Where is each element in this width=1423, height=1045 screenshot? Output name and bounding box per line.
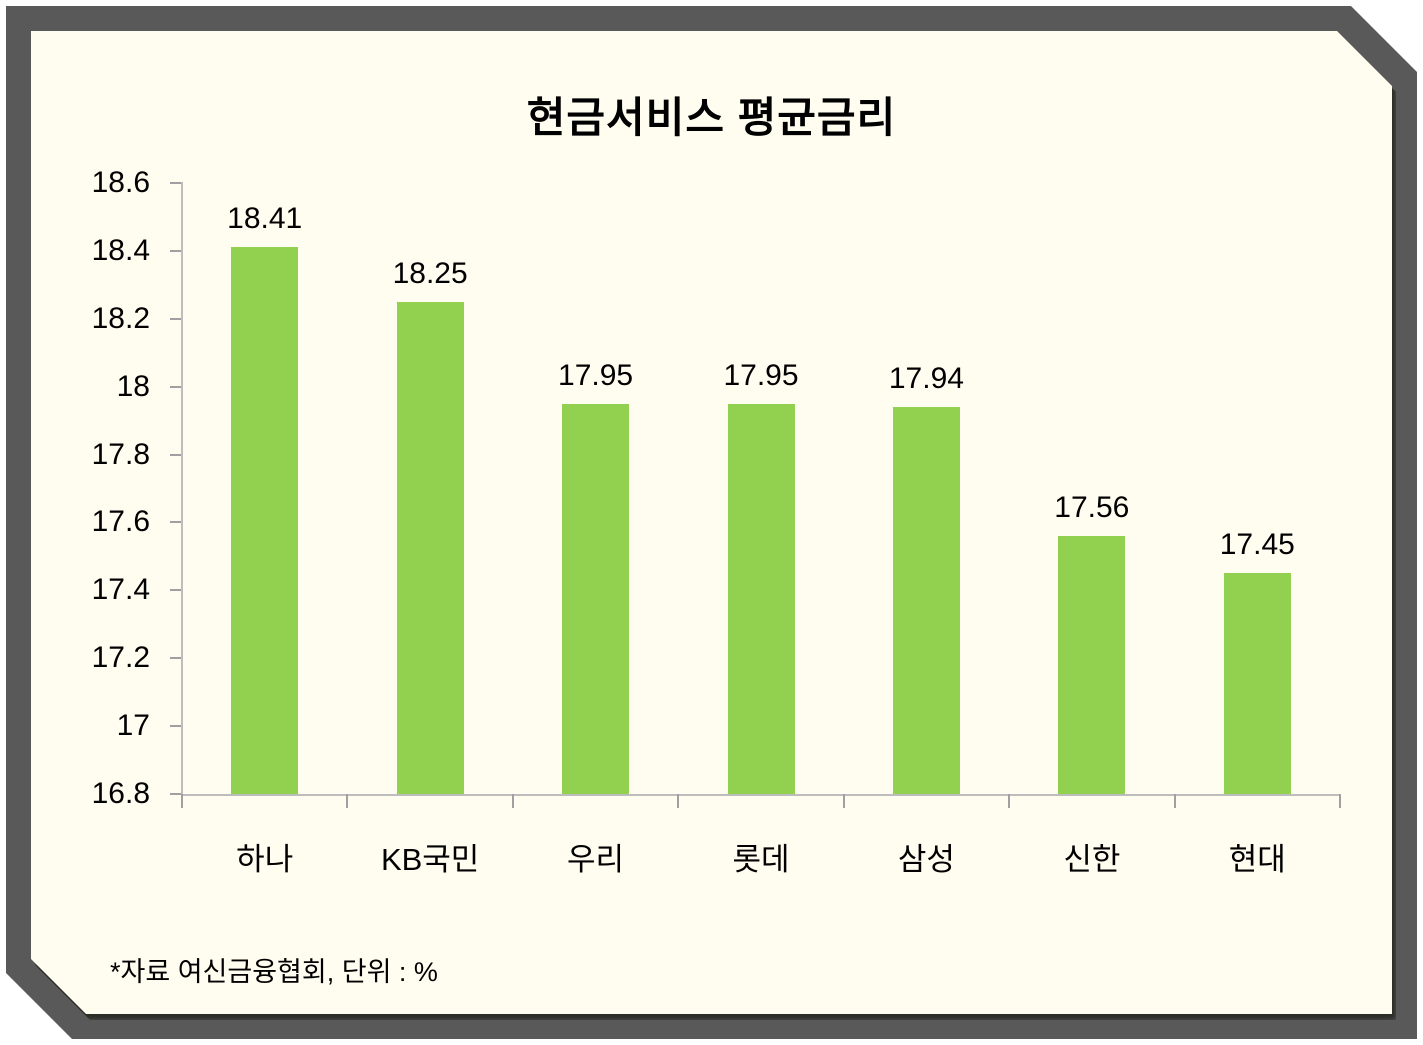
y-axis-line [181, 182, 183, 795]
bar-value-label: 18.25 [392, 256, 468, 290]
y-axis-label: 18.2 [91, 301, 150, 335]
bar-5 [892, 407, 960, 794]
y-tick [170, 725, 181, 728]
x-tick [511, 794, 514, 808]
x-axis-label: 삼성 [897, 842, 955, 877]
x-tick [1008, 794, 1011, 808]
x-axis-label: 신한 [1063, 842, 1121, 877]
y-tick [170, 453, 181, 456]
bar-3 [562, 403, 630, 794]
y-tick [170, 317, 181, 320]
bar-value-label: 17.94 [888, 362, 964, 396]
y-tick [170, 521, 181, 524]
y-tick [170, 589, 181, 592]
bar-value-label: 17.45 [1219, 528, 1295, 562]
x-axis-label: 롯데 [732, 842, 790, 877]
x-axis-label: KB국민 [380, 842, 480, 877]
y-axis-label: 18.6 [91, 166, 150, 199]
x-tick [842, 794, 845, 808]
x-tick [346, 794, 349, 808]
bar-value-label: 17.95 [558, 358, 634, 392]
y-axis-label: 18 [116, 369, 150, 403]
x-tick [1339, 794, 1341, 808]
y-axis-label: 16.8 [91, 777, 150, 810]
y-axis-label: 17.6 [91, 505, 150, 539]
chart-title: 현금서비스 평균금리 [526, 94, 897, 141]
source-note: *자료 여신금융협회, 단위 : % [110, 957, 438, 987]
bar-value-label: 17.95 [723, 358, 799, 392]
x-tick [181, 794, 183, 808]
bar-7 [1223, 573, 1291, 794]
x-tick [1173, 794, 1176, 808]
x-axis-label: 하나 [236, 842, 294, 877]
bar-value-label: 18.41 [227, 202, 303, 236]
y-axis-label: 17.2 [91, 641, 150, 675]
y-tick [170, 385, 181, 388]
bar-2 [396, 301, 464, 794]
x-tick [677, 794, 680, 808]
bar-4 [727, 403, 795, 794]
bar-1 [231, 247, 299, 794]
y-tick [170, 793, 181, 795]
y-tick [170, 182, 181, 184]
bar-6 [1058, 536, 1126, 794]
y-tick [170, 657, 181, 660]
bar-value-label: 17.56 [1054, 491, 1130, 525]
y-axis-label: 17.8 [91, 437, 150, 471]
y-tick [170, 249, 181, 252]
y-axis-label: 17 [116, 709, 150, 743]
x-axis-line [181, 794, 1341, 796]
y-axis-label: 17.4 [91, 573, 150, 607]
x-axis-label: 우리 [567, 842, 625, 877]
y-axis-label: 18.4 [91, 233, 150, 267]
x-axis-label: 현대 [1228, 842, 1286, 877]
